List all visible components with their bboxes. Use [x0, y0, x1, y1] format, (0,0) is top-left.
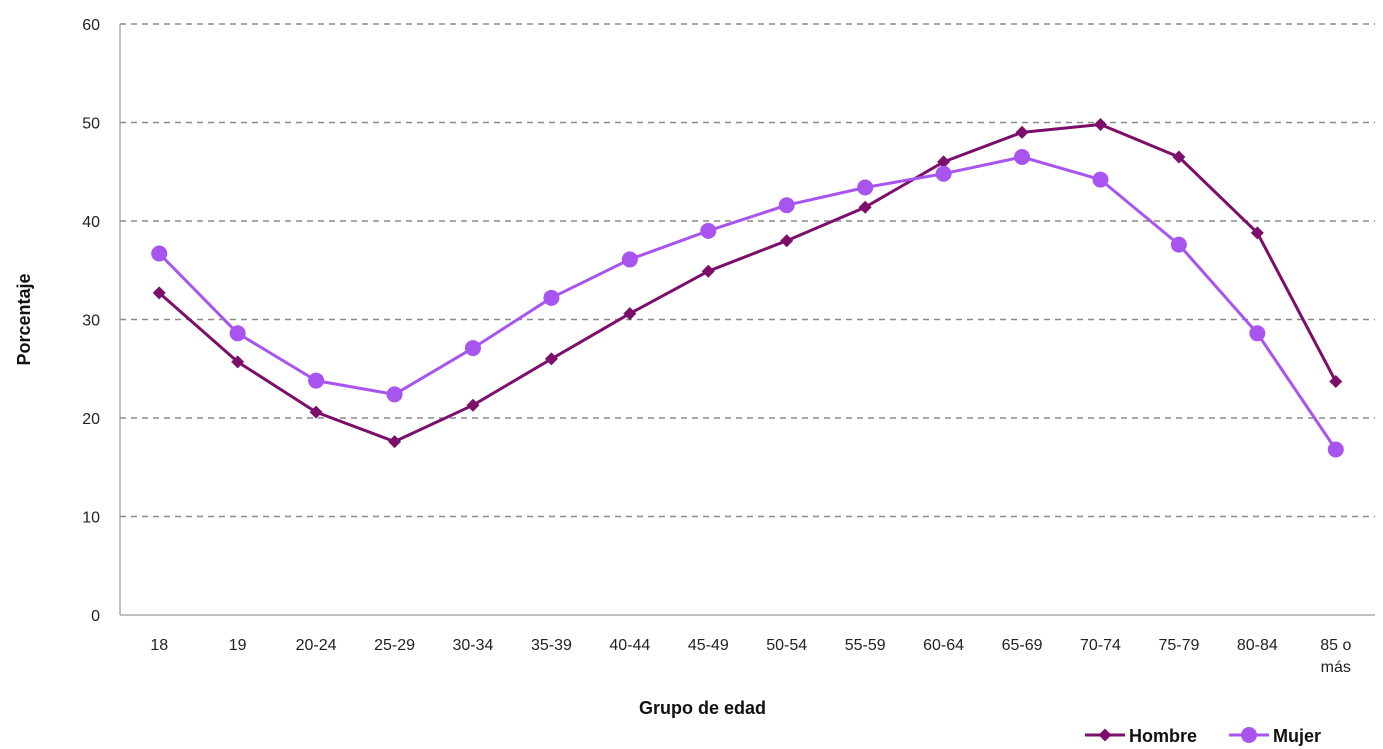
x-tick-label: 40-44: [609, 637, 650, 654]
x-tick-label-line: 45-49: [688, 637, 729, 654]
x-tick-label-line: 85 o: [1320, 637, 1351, 654]
data-point-mujer: [857, 179, 874, 196]
x-tick-label-line: 30-34: [453, 637, 494, 654]
data-point-mujer: [935, 165, 952, 182]
x-tick-label-line: 35-39: [531, 637, 572, 654]
x-tick-label: 45-49: [688, 637, 729, 654]
x-tick-label: 30-34: [453, 637, 494, 654]
x-tick-label: 85 o más: [1320, 637, 1351, 676]
data-point-mujer: [543, 289, 560, 306]
data-point-mujer: [1249, 325, 1266, 342]
x-tick-label: 50-54: [766, 637, 807, 654]
x-tick-label: 19: [229, 637, 247, 654]
legend-item-mujer: Mujer: [1229, 726, 1321, 746]
x-tick-label: 65-69: [1002, 637, 1043, 654]
data-point-hombre: [466, 398, 480, 412]
x-tick-label-line: 60-64: [923, 637, 964, 654]
x-tick-label-line: 70-74: [1080, 637, 1121, 654]
y-tick-label: 30: [82, 313, 100, 330]
data-point-hombre: [780, 234, 794, 248]
x-tick-label-line: 25-29: [374, 637, 415, 654]
data-point-hombre: [1329, 375, 1343, 389]
series-line-hombre: [158, 123, 1338, 444]
data-point-mujer: [464, 340, 481, 357]
data-point-hombre: [152, 286, 166, 300]
x-tick-label-line: 80-84: [1237, 637, 1278, 654]
x-tick-label-line: 40-44: [609, 637, 650, 654]
x-axis-title: Grupo de edad: [639, 698, 766, 718]
x-tick-label: 75-79: [1158, 637, 1199, 654]
data-point-mujer: [308, 372, 325, 389]
x-tick-label: 25-29: [374, 637, 415, 654]
data-point-mujer: [1327, 441, 1344, 458]
y-tick-label: 0: [91, 608, 100, 625]
legend-item-hombre: Hombre: [1085, 726, 1197, 746]
x-tick-label-line: 19: [229, 637, 247, 654]
data-point-mujer: [151, 245, 168, 262]
data-point-mujer: [778, 197, 795, 214]
x-tick-label-line: 18: [150, 637, 168, 654]
y-tick-label: 10: [82, 510, 100, 527]
data-point-mujer: [1014, 148, 1031, 165]
legend: Hombre Mujer: [1085, 726, 1321, 746]
series-mujer: [151, 148, 1344, 458]
y-tick-label: 50: [82, 116, 100, 133]
x-tick-label: 80-84: [1237, 637, 1278, 654]
x-tick-label: 20-24: [296, 637, 337, 654]
data-point-hombre: [309, 405, 323, 419]
y-tick-label: 40: [82, 214, 100, 231]
x-tick-label-line: 75-79: [1158, 637, 1199, 654]
y-axis-title: Porcentaje: [14, 273, 34, 365]
y-tick-label: 20: [82, 411, 100, 428]
data-point-hombre: [623, 307, 637, 321]
x-tick-label-line: más: [1321, 659, 1351, 676]
x-tick-label-line: 55-59: [845, 637, 886, 654]
data-point-mujer: [700, 222, 717, 239]
legend-label-hombre: Hombre: [1129, 726, 1197, 746]
x-tick-label-line: 65-69: [1002, 637, 1043, 654]
data-point-hombre: [1250, 226, 1264, 240]
data-point-hombre: [388, 435, 402, 449]
data-point-mujer: [386, 386, 403, 403]
series-group: [151, 117, 1344, 458]
data-point-hombre: [858, 200, 872, 214]
data-point-hombre: [701, 264, 715, 278]
data-point-hombre: [1172, 150, 1186, 164]
data-point-mujer: [229, 325, 246, 342]
data-point-mujer: [1170, 236, 1187, 253]
axes: 0 10 20 30 40 50 60 18 19 20-24 25-29 30-34 35-39 40-…: [82, 17, 1375, 676]
gridlines: [120, 23, 1375, 518]
x-tick-label: 18: [150, 637, 168, 654]
data-point-mujer: [621, 251, 638, 268]
x-tick-label-line: 20-24: [296, 637, 337, 654]
data-point-hombre: [1093, 117, 1107, 131]
series-line-mujer: [158, 155, 1338, 451]
data-point-hombre: [544, 352, 558, 366]
x-tick-label: 70-74: [1080, 637, 1121, 654]
x-tick-label: 55-59: [845, 637, 886, 654]
legend-label-mujer: Mujer: [1273, 726, 1321, 746]
x-tick-label: 35-39: [531, 637, 572, 654]
legend-marker-hombre: [1098, 728, 1112, 742]
data-point-hombre: [937, 155, 951, 169]
data-point-mujer: [1092, 171, 1109, 188]
x-tick-label: 60-64: [923, 637, 964, 654]
data-point-hombre: [1015, 125, 1029, 139]
legend-marker-mujer: [1241, 727, 1258, 743]
series-hombre: [152, 117, 1343, 449]
data-point-hombre: [231, 355, 245, 369]
x-tick-label-line: 50-54: [766, 637, 807, 654]
y-tick-label: 60: [82, 17, 100, 34]
